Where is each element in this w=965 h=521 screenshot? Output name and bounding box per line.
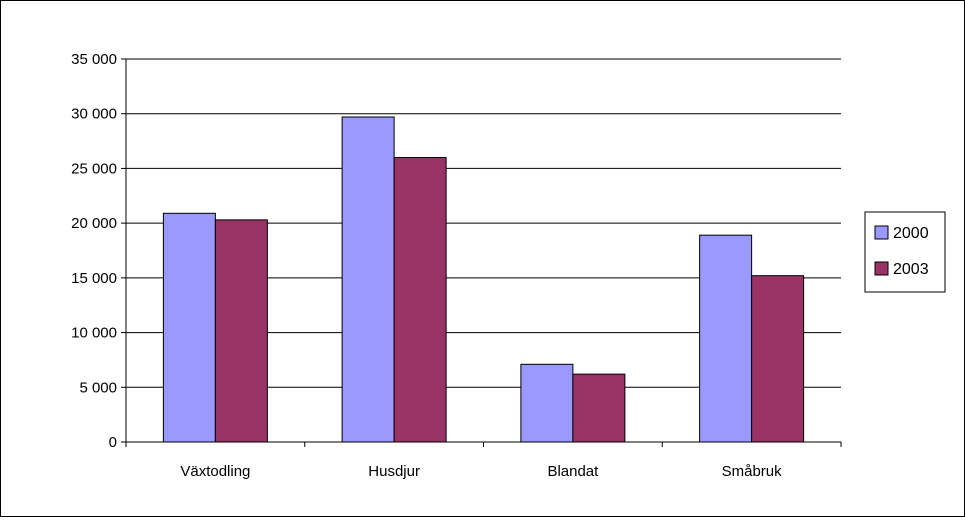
bar-2000-2 [520, 363, 574, 443]
x-category-label: Växtodling [180, 463, 250, 480]
y-tick-label: 25 000 [71, 160, 117, 177]
bar-2003-1 [393, 156, 447, 443]
legend-label-2003: 2003 [893, 261, 929, 278]
x-category-label: Husdjur [368, 463, 420, 480]
y-tick-label: 15 000 [71, 270, 117, 287]
y-tick-label: 5 000 [79, 379, 117, 396]
legend-box [864, 211, 946, 293]
bar-2003-2 [572, 373, 626, 443]
legend-swatch-2000 [874, 225, 889, 240]
bar-2003-0 [214, 219, 268, 443]
bar-2003-3 [751, 275, 805, 443]
legend-swatch-2003 [874, 261, 889, 276]
y-tick-label: 0 [109, 434, 117, 451]
y-tick-label: 35 000 [71, 51, 117, 68]
bar-2000-1 [341, 116, 395, 443]
bar-2000-0 [162, 212, 216, 443]
y-tick-label: 20 000 [71, 215, 117, 232]
legend-label-2000: 2000 [893, 225, 929, 242]
bar-2000-3 [699, 234, 753, 443]
x-category-label: Blandat [547, 463, 599, 480]
y-tick-label: 30 000 [71, 106, 117, 123]
x-category-label: Småbruk [722, 463, 783, 480]
y-tick-label: 10 000 [71, 325, 117, 342]
